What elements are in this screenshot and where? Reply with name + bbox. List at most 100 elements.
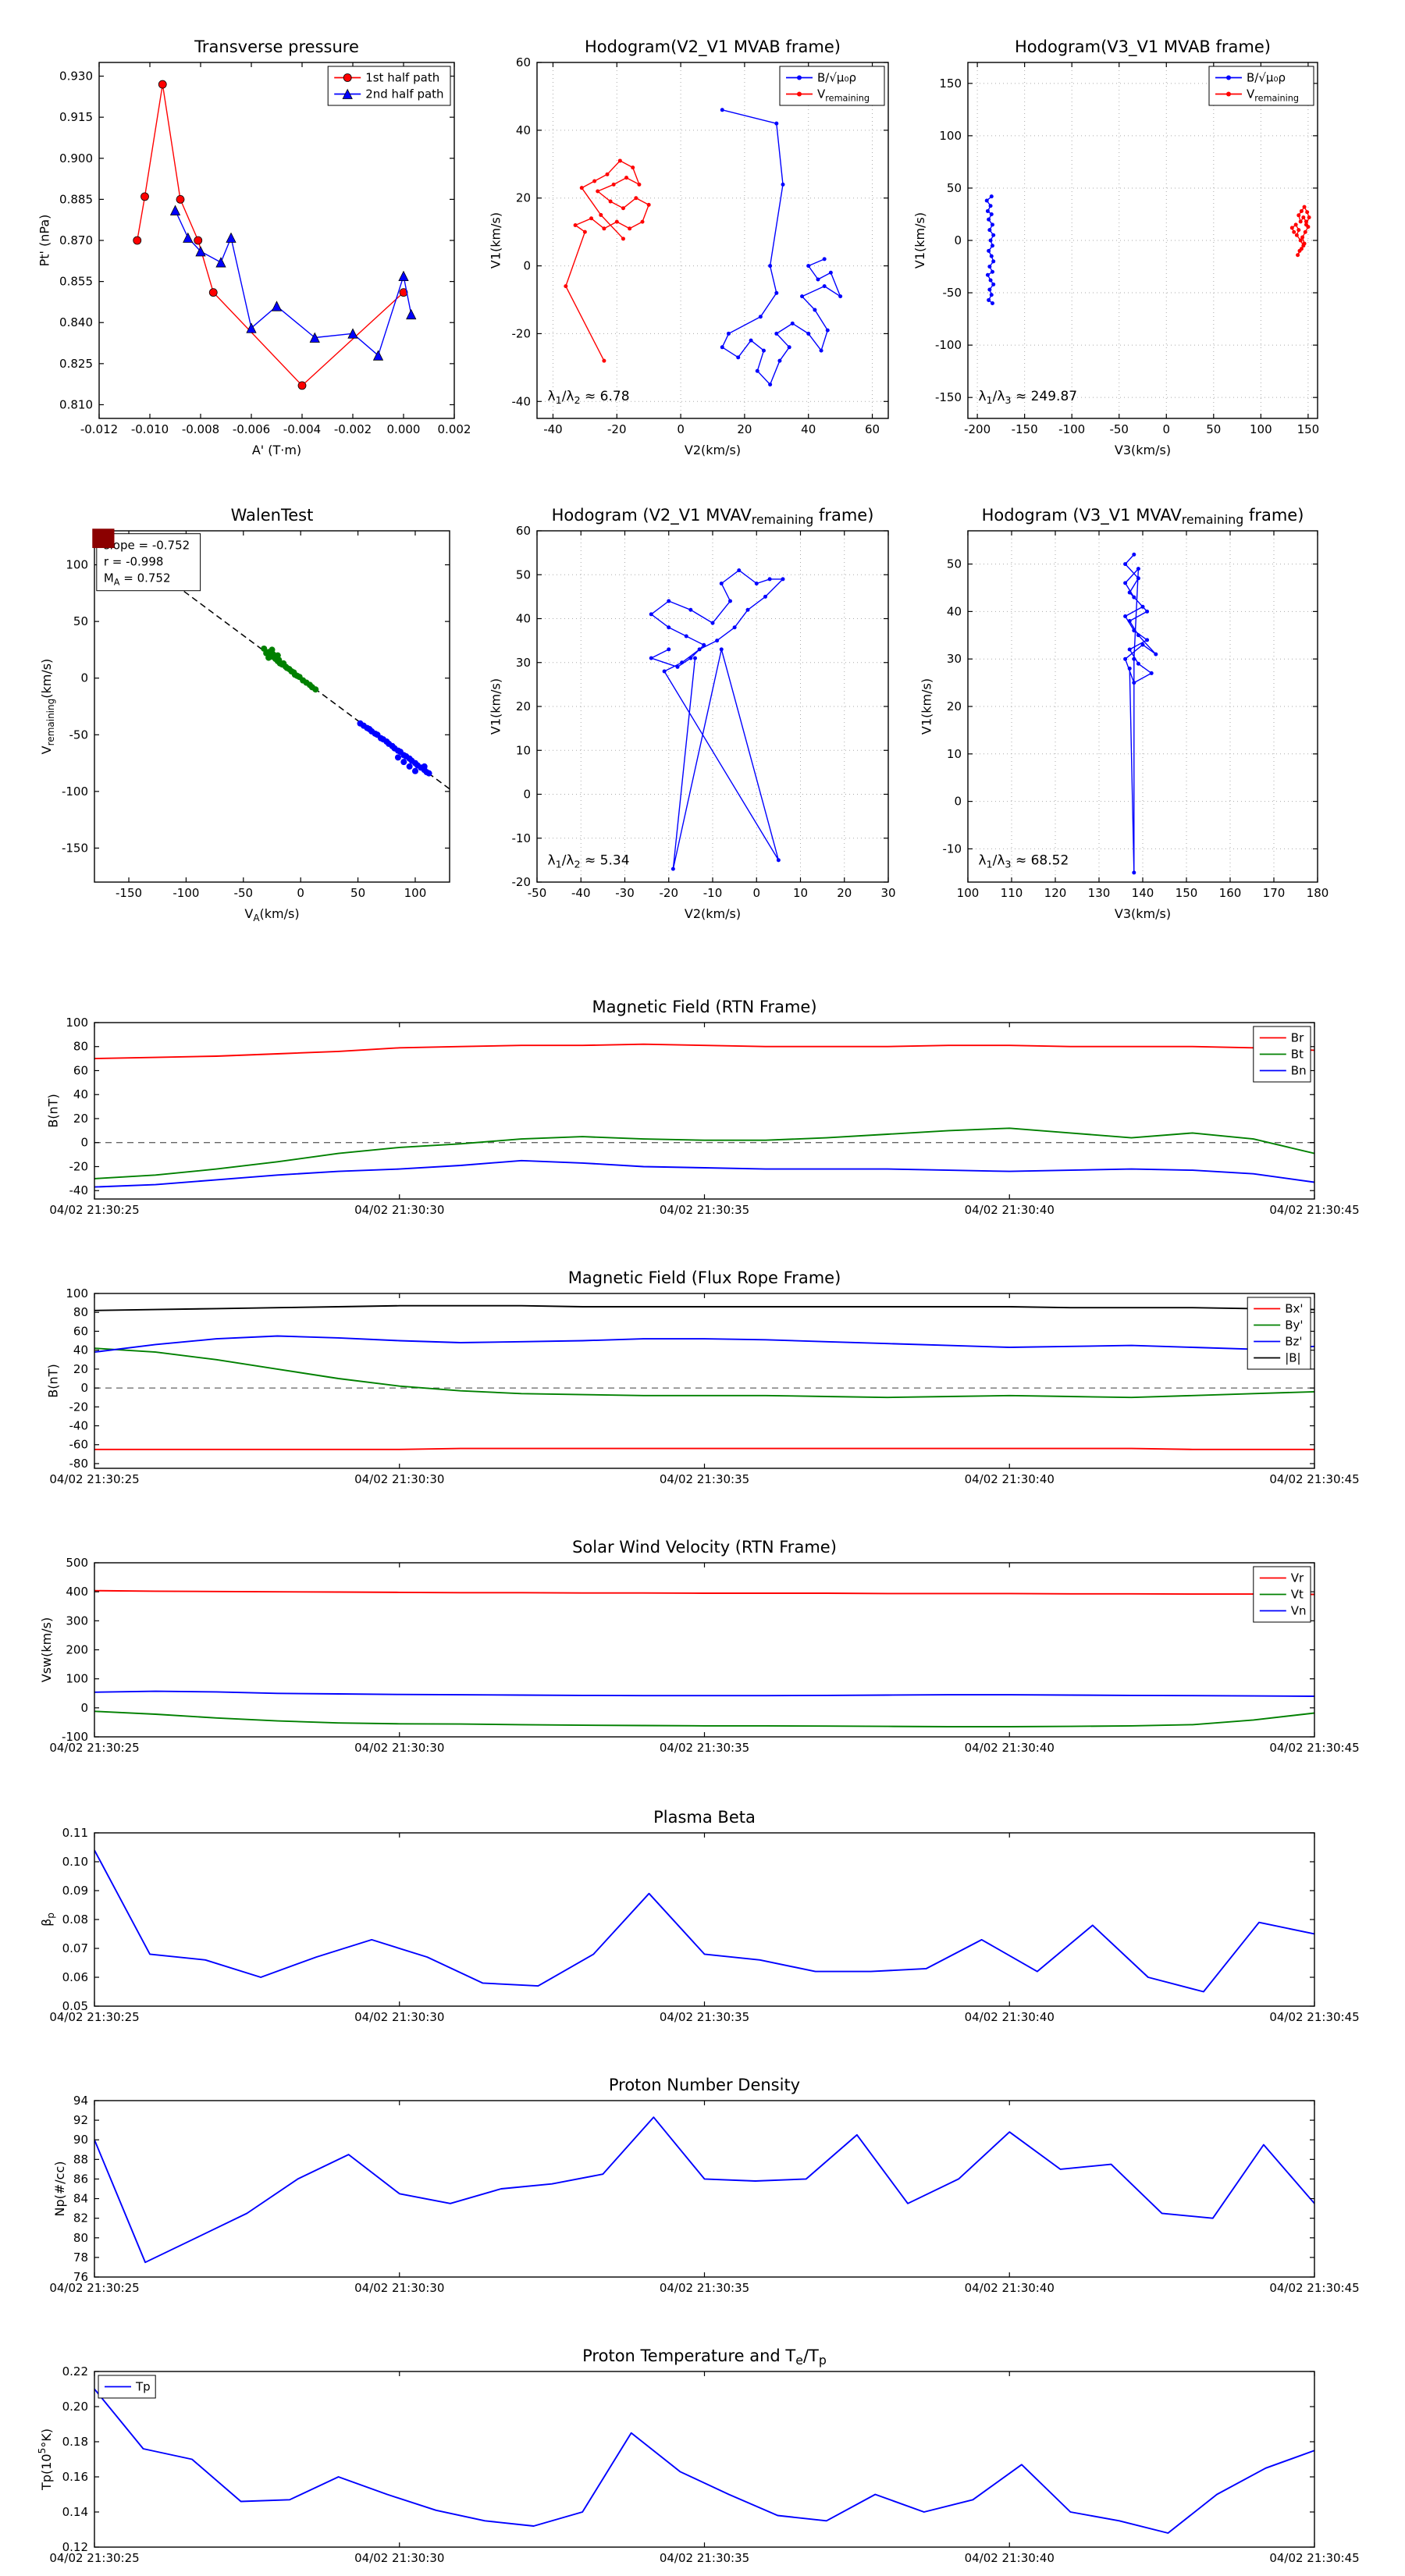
y-axis-label: βp (39, 1912, 56, 1927)
y-tick-label: 84 (73, 2192, 88, 2206)
dot-marker (1298, 238, 1303, 243)
chart-title: Hodogram(V3_V1 MVAB frame) (1015, 37, 1271, 57)
legend-label: Bx' (1285, 1302, 1303, 1316)
x-tick-label: 60 (865, 422, 880, 436)
dot-marker (602, 358, 606, 363)
y-axis-label: V1(km/s) (489, 212, 503, 269)
dot-marker (825, 328, 830, 333)
y-tick-label: 0.915 (59, 110, 93, 124)
dot-marker (1302, 241, 1307, 246)
x-tick-label: 04/02 21:30:25 (49, 2281, 139, 2295)
x-tick-label: 04/02 21:30:45 (1269, 2281, 1359, 2295)
dot-marker (1136, 633, 1140, 638)
series-B-scaled (720, 108, 843, 387)
chart-title: Plasma Beta (653, 1808, 756, 1827)
dot-marker (670, 866, 675, 871)
y-tick-label: 0.05 (62, 1999, 88, 2013)
y-axis-label: Tp(105°K) (37, 2428, 54, 2491)
x-tick-label: 04/02 21:30:40 (965, 2551, 1055, 2565)
y-tick-label: -50 (943, 286, 962, 300)
dot-marker (749, 338, 753, 343)
y-tick-label: 20 (516, 191, 531, 205)
y-tick-label: 40 (516, 612, 531, 626)
legend-label: Vremaining (1247, 87, 1299, 104)
series-B-scaled (984, 194, 996, 305)
y-tick-label: -60 (69, 1438, 89, 1452)
y-tick-label: 40 (73, 1087, 88, 1101)
dot-marker (274, 652, 281, 659)
dot-marker (781, 182, 785, 187)
dot-marker (1305, 210, 1310, 215)
dot-marker (987, 217, 991, 222)
x-tick-label: 0 (1162, 422, 1170, 436)
dot-marker (1302, 205, 1307, 209)
dot-marker (573, 222, 578, 227)
dot-marker (411, 767, 418, 774)
dot-marker (1132, 870, 1136, 875)
dot-marker (1132, 681, 1136, 685)
series-beta-p (94, 1849, 1314, 1993)
dot-marker (715, 639, 720, 643)
dot-marker (985, 208, 990, 213)
y-axis-label: Np(#/cc) (52, 2161, 67, 2217)
x-tick-label: 100 (957, 886, 980, 900)
circle-marker (399, 288, 408, 297)
axes-frame (94, 530, 450, 883)
chart-title: Transverse pressure (194, 37, 359, 56)
circle-marker (297, 381, 307, 390)
dot-marker (1123, 581, 1128, 585)
dot-marker (719, 647, 724, 652)
dot-marker (649, 656, 653, 660)
x-tick-label: 04/02 21:30:45 (1269, 2551, 1359, 2565)
x-tick-label: -40 (543, 422, 563, 436)
dot-marker (646, 202, 651, 207)
annotation-text: λ1/λ3 ≈ 249.87 (978, 389, 1077, 407)
dot-marker (617, 158, 622, 163)
annotation-text: λ1/λ3 ≈ 68.52 (978, 853, 1069, 871)
y-axis-label: V1(km/s) (489, 678, 503, 735)
dot-marker (688, 607, 693, 612)
dot-marker (1140, 604, 1145, 609)
dot-marker (990, 244, 994, 248)
dot-marker (790, 321, 795, 326)
chart-title: Magnetic Field (Flux Rope Frame) (568, 1268, 841, 1287)
chart-hodogram-v3v1-mvab: -200 -150 -100 -50 0 50 100 150 -150 -100 -50 0 50 10… (912, 37, 1319, 457)
dot-marker (990, 222, 994, 227)
dot-marker (269, 646, 276, 653)
y-tick-label: 50 (947, 181, 962, 195)
y-tick-label: 40 (516, 123, 531, 137)
y-tick-label: -20 (512, 875, 532, 889)
dot-marker (1307, 215, 1311, 219)
series-1st-half-path (133, 80, 408, 390)
y-tick-label: 50 (947, 557, 962, 571)
x-tick-label: 50 (1206, 422, 1221, 436)
y-tick-label: 88 (73, 2152, 88, 2166)
y-tick-label: 0.22 (62, 2364, 88, 2379)
y-tick-label: 0.840 (59, 315, 93, 329)
x-tick-label: 30 (880, 886, 895, 900)
x-tick-label: 110 (1001, 886, 1023, 900)
dot-marker (697, 647, 702, 652)
y-tick-label: 92 (73, 2113, 88, 2127)
dot-marker (1303, 229, 1307, 234)
y-tick-label: -100 (62, 1730, 88, 1744)
dot-marker (990, 269, 994, 274)
dot-marker (649, 612, 653, 617)
y-tick-label: 500 (66, 1556, 88, 1570)
dot-marker (621, 237, 625, 241)
y-tick-label: -100 (62, 785, 88, 799)
y-tick-label: 94 (73, 2094, 88, 2108)
dot-marker (754, 582, 759, 585)
y-tick-label: 0.10 (62, 1855, 88, 1869)
y-tick-label: 150 (939, 76, 962, 91)
dot-marker (675, 664, 680, 669)
dot-marker (667, 599, 671, 603)
y-tick-label: 0 (954, 233, 962, 247)
y-tick-label: 76 (73, 2270, 88, 2284)
x-tick-label: -50 (234, 886, 254, 900)
series-By' (94, 1347, 1314, 1399)
dot-marker (1123, 614, 1128, 618)
legend: Br Bt Bn (1253, 1026, 1311, 1083)
legend-label: 1st half path (365, 71, 439, 85)
